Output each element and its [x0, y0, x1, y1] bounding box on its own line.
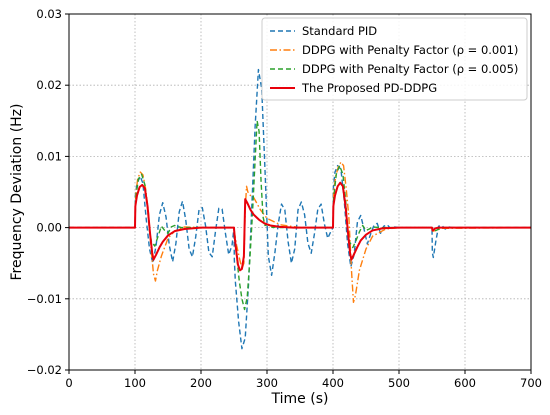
x-tick-label: 0	[65, 376, 72, 390]
y-tick-label: 0.02	[36, 78, 62, 92]
plot-frame	[68, 13, 532, 371]
x-axis-label: Time (s)	[271, 391, 329, 407]
series-group	[69, 68, 532, 350]
x-tick-label: 600	[454, 376, 476, 390]
y-axis-label: Frequency Deviation (Hz)	[9, 104, 25, 281]
x-tick-label: 400	[322, 376, 344, 390]
series-line-2	[69, 161, 532, 304]
legend-label-4: The Proposed PD-DDPG	[301, 81, 437, 95]
series-line-4	[69, 181, 531, 272]
x-tick-label: 300	[256, 376, 278, 390]
x-tick-label: 700	[520, 376, 542, 390]
legend-label-1: Standard PID	[302, 24, 377, 38]
legend-label-3: DDPG with Penalty Factor (ρ = 0.005)	[302, 62, 518, 76]
legend: Standard PID DDPG with Penalty Factor (ρ …	[261, 17, 528, 101]
x-tick-label: 100	[124, 376, 146, 390]
legend-box	[261, 17, 528, 101]
series-line-3	[69, 120, 531, 311]
y-tick-label: −0.02	[27, 363, 62, 377]
x-tick-label: 500	[388, 376, 410, 390]
y-tick-label: 0.00	[36, 221, 62, 235]
y-tick-label: −0.01	[27, 292, 62, 306]
y-tick-label: 0.03	[36, 7, 62, 21]
legend-label-2: DDPG with Penalty Factor (ρ = 0.001)	[302, 43, 518, 57]
y-tick-label: 0.01	[36, 149, 62, 163]
x-tick-label: 200	[190, 376, 212, 390]
ticks: 0 100 200 300 400 500 600 700 −0.02 −0.01 0.00 0.01…	[27, 7, 542, 390]
